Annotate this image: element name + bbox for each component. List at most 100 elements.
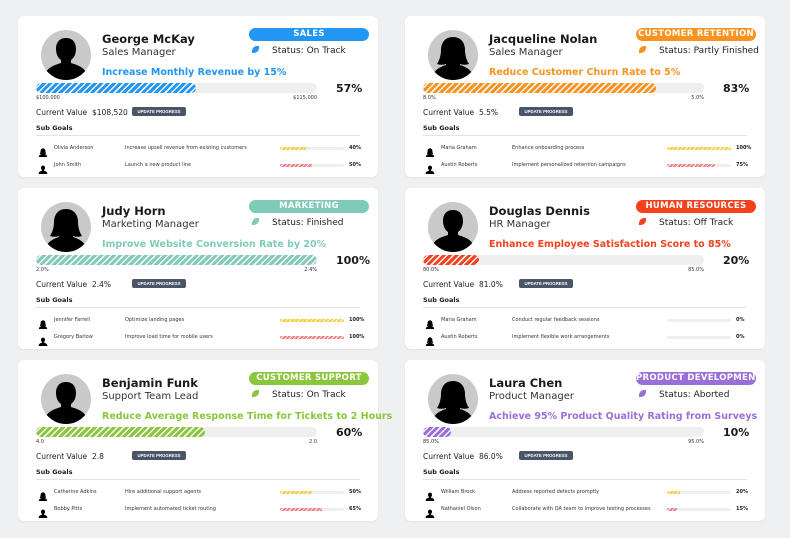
goal-card: Judy Horn Marketing Manager MARKETING St… xyxy=(18,188,378,349)
target-value: 2.0 xyxy=(309,439,317,445)
female-avatar-icon xyxy=(425,314,435,329)
start-value: 4.0 xyxy=(36,439,44,445)
sub-goal-percent: 100% xyxy=(349,334,365,340)
sub-goal-progress-fill xyxy=(280,491,312,494)
status-text: Status: On Track xyxy=(272,390,346,400)
goal-title: Reduce Customer Churn Rate to 5% xyxy=(489,67,681,78)
goal-progress-fill xyxy=(36,427,205,437)
sub-goal-percent: 65% xyxy=(349,506,361,512)
status-text: Status: Finished xyxy=(272,218,344,228)
department-badge: HUMAN RESOURCES xyxy=(636,200,756,213)
sub-goal-owner: Jennifer Farrell xyxy=(54,317,91,323)
status-icon xyxy=(639,46,646,53)
goal-card: George McKay Sales Manager SALES Status:… xyxy=(18,16,378,177)
sub-goal-row: Olivia Anderson Increase upsell revenue … xyxy=(18,142,378,157)
start-value: 8.0% xyxy=(423,95,436,101)
update-progress-button[interactable]: UPDATE PROGRESS xyxy=(132,279,186,288)
sub-goal-percent: 100% xyxy=(736,145,752,151)
owner-role: HR Manager xyxy=(489,219,551,230)
sub-goals-heading: Sub Goals xyxy=(423,296,460,304)
sub-goal-percent: 100% xyxy=(349,317,365,323)
goal-progress-bar xyxy=(36,83,317,93)
sub-goal-percent: 75% xyxy=(736,162,748,168)
goal-progress-fill xyxy=(423,427,452,437)
department-badge: CUSTOMER RETENTION xyxy=(636,28,756,41)
update-progress-button[interactable]: UPDATE PROGRESS xyxy=(132,451,186,460)
sub-goal-row: Maria Graham Enhance onboarding process … xyxy=(405,142,765,157)
department-badge: MARKETING xyxy=(249,200,369,213)
update-progress-button[interactable]: UPDATE PROGRESS xyxy=(519,107,573,116)
goal-percent: 60% xyxy=(336,426,363,439)
sub-goals-heading: Sub Goals xyxy=(36,296,73,304)
current-value-label: Current Value xyxy=(423,452,475,461)
sub-goal-percent: 0% xyxy=(736,317,745,323)
status-icon xyxy=(639,218,646,225)
sub-goal-progress-bar xyxy=(667,491,731,494)
sub-goal-description: Hire additional support agents xyxy=(125,489,202,495)
owner-name: George McKay xyxy=(102,32,195,46)
sub-goal-owner: Austin Roberts xyxy=(441,162,478,168)
sub-goal-row: Catherine Adkins Hire additional support… xyxy=(18,486,378,501)
male-avatar-icon xyxy=(428,202,478,252)
update-progress-button[interactable]: UPDATE PROGRESS xyxy=(519,279,573,288)
sub-goal-row: Austin Roberts Implement personalized re… xyxy=(405,159,765,174)
sub-goal-progress-bar xyxy=(280,508,344,511)
female-avatar-icon xyxy=(428,374,478,424)
sub-goal-row: Jennifer Farrell Optimize landing pages … xyxy=(18,314,378,329)
female-avatar-icon xyxy=(428,30,478,80)
sub-goal-owner: Bobby Pitts xyxy=(54,506,83,512)
sub-goal-owner: Austin Roberts xyxy=(441,334,478,340)
sub-goal-progress-fill xyxy=(280,164,312,167)
female-avatar-icon xyxy=(425,331,435,346)
sub-goal-owner: Catherine Adkins xyxy=(54,489,97,495)
current-value: 2.4% xyxy=(92,280,112,289)
sub-goal-progress-bar xyxy=(280,164,344,167)
sub-goal-owner: Maria Graham xyxy=(441,145,477,151)
sub-goal-percent: 50% xyxy=(349,162,361,168)
goal-progress-bar xyxy=(423,83,704,93)
sub-goal-description: Improve load time for mobile users xyxy=(125,334,213,340)
owner-role: Sales Manager xyxy=(489,47,563,58)
sub-goal-progress-bar xyxy=(280,319,344,322)
sub-goals-heading: Sub Goals xyxy=(36,468,73,476)
sub-goal-progress-bar xyxy=(280,336,344,339)
sub-goal-description: Address reported defects promptly xyxy=(512,489,600,495)
sub-goal-owner: John Smith xyxy=(54,162,82,168)
start-value: 80.0% xyxy=(423,267,439,273)
female-avatar-icon xyxy=(38,142,48,157)
sub-goal-row: Nathaniel Olson Collaborate with QA team… xyxy=(405,503,765,518)
target-value: 2.4% xyxy=(304,267,317,273)
sub-goal-description: Optimize landing pages xyxy=(125,317,185,323)
update-progress-button[interactable]: UPDATE PROGRESS xyxy=(519,451,573,460)
owner-role: Product Manager xyxy=(489,391,574,402)
male-avatar-icon xyxy=(41,374,91,424)
goal-percent: 57% xyxy=(336,82,363,95)
owner-name: Laura Chen xyxy=(489,376,563,390)
goal-title: Improve Website Conversion Rate by 20% xyxy=(102,239,327,250)
sub-goal-percent: 15% xyxy=(736,506,748,512)
divider xyxy=(423,479,747,480)
goal-percent: 10% xyxy=(723,426,750,439)
divider xyxy=(36,135,360,136)
current-value: $108,520 xyxy=(92,108,128,117)
owner-name: Jacqueline Nolan xyxy=(489,32,598,46)
sub-goal-owner: Olivia Anderson xyxy=(54,145,94,151)
sub-goal-row: Bobby Pitts Implement automated ticket r… xyxy=(18,503,378,518)
status-text: Status: On Track xyxy=(272,46,346,56)
female-avatar-icon xyxy=(38,314,48,329)
sub-goals-heading: Sub Goals xyxy=(36,124,73,132)
goal-title: Increase Monthly Revenue by 15% xyxy=(102,67,287,78)
goal-progress-fill xyxy=(36,255,317,265)
update-progress-button[interactable]: UPDATE PROGRESS xyxy=(132,107,186,116)
divider xyxy=(36,479,360,480)
owner-role: Sales Manager xyxy=(102,47,176,58)
target-value: 95.0% xyxy=(688,439,704,445)
start-value: $100,000 xyxy=(36,95,60,101)
sub-goal-owner: Gregory Barlow xyxy=(54,334,93,340)
goal-card: Benjamin Funk Support Team Lead CUSTOMER… xyxy=(18,360,392,521)
sub-goal-description: Launch a new product line xyxy=(125,162,192,168)
sub-goal-progress-fill xyxy=(667,508,677,511)
sub-goal-row: Maria Graham Conduct regular feedback se… xyxy=(405,314,765,329)
current-value: 86.0% xyxy=(479,452,503,461)
sub-goal-progress-fill xyxy=(667,491,680,494)
